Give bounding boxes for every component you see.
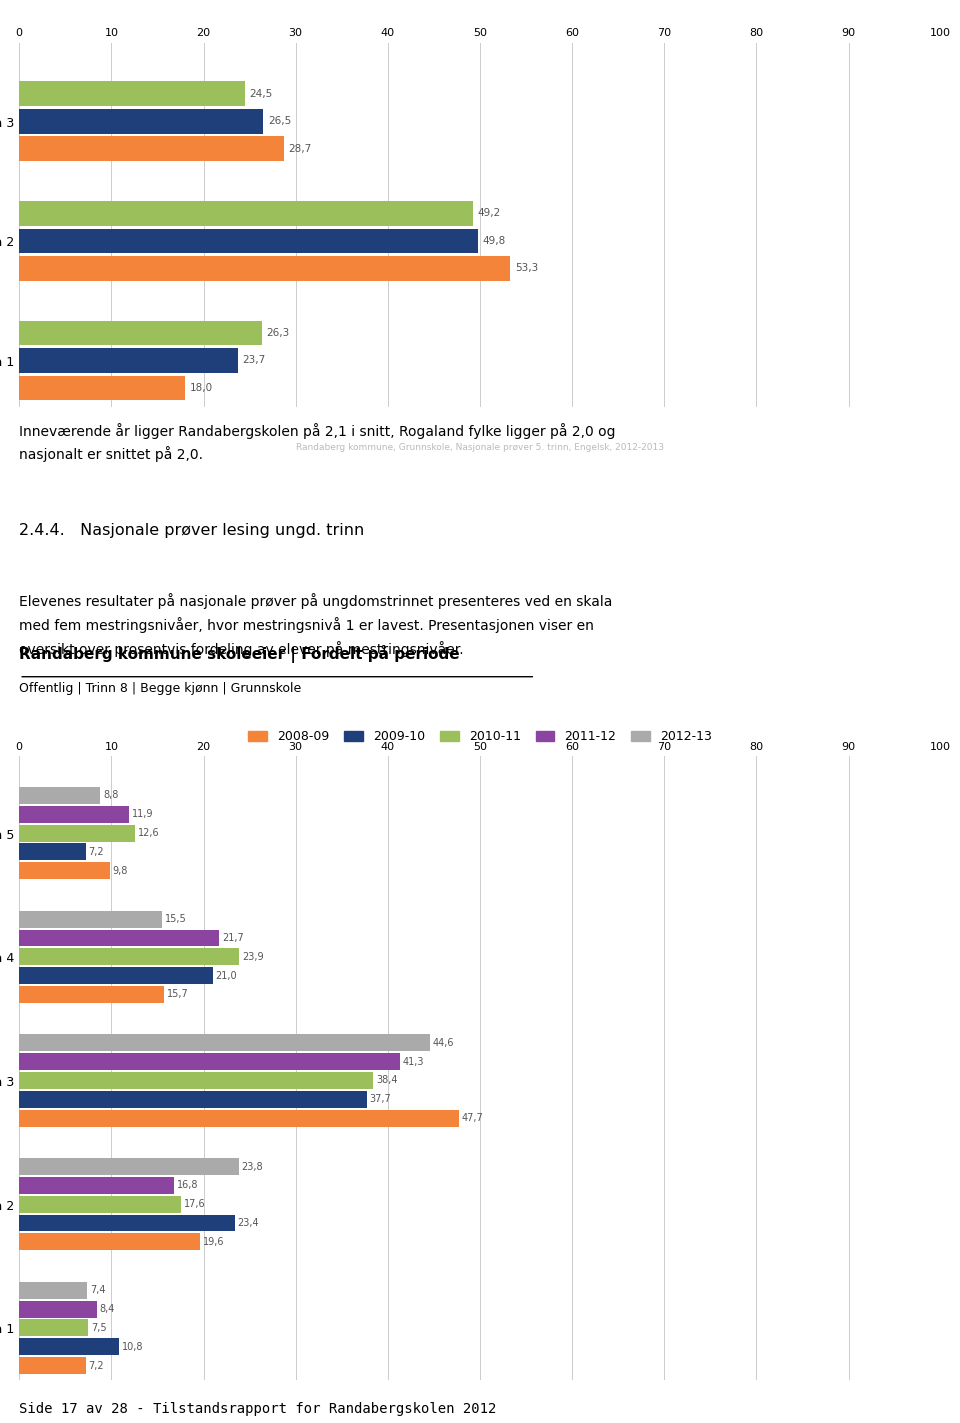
Bar — [19, 1358, 85, 1375]
Text: 21,0: 21,0 — [215, 970, 237, 980]
Bar — [19, 1177, 174, 1194]
Bar — [19, 1091, 367, 1107]
Text: 28,7: 28,7 — [288, 144, 312, 154]
Bar — [19, 986, 164, 1003]
Bar — [19, 805, 129, 822]
Text: 18,0: 18,0 — [190, 383, 213, 393]
Text: 26,5: 26,5 — [268, 117, 291, 127]
Text: Offentlig | Trinn 8 | Begge kjønn | Grunnskole: Offentlig | Trinn 8 | Begge kjønn | Grun… — [19, 683, 301, 696]
Bar — [19, 844, 85, 861]
Text: 8,4: 8,4 — [100, 1303, 115, 1313]
Text: 12,6: 12,6 — [138, 828, 159, 838]
Bar — [19, 911, 162, 928]
Bar — [19, 1110, 459, 1127]
Text: 8,8: 8,8 — [103, 790, 118, 801]
Bar — [19, 825, 135, 841]
Bar — [19, 968, 213, 985]
Text: 53,3: 53,3 — [515, 263, 539, 273]
Text: 38,4: 38,4 — [376, 1076, 397, 1086]
Text: 17,6: 17,6 — [184, 1200, 205, 1210]
Text: 21,7: 21,7 — [222, 933, 244, 943]
Text: 26,3: 26,3 — [266, 329, 289, 339]
Bar — [19, 1053, 399, 1070]
Text: 47,7: 47,7 — [462, 1113, 483, 1123]
Text: 16,8: 16,8 — [177, 1180, 199, 1191]
Text: Side 17 av 28 - Tilstandsrapport for Randabergskolen 2012: Side 17 av 28 - Tilstandsrapport for Ran… — [19, 1402, 496, 1416]
Text: 9,8: 9,8 — [112, 865, 128, 875]
Bar — [19, 1158, 238, 1175]
Text: 49,8: 49,8 — [483, 236, 506, 246]
Text: 44,6: 44,6 — [433, 1037, 454, 1047]
Text: Elevenes resultater på nasjonale prøver på ungdomstrinnet presenteres ved en ska: Elevenes resultater på nasjonale prøver … — [19, 593, 612, 656]
Bar — [19, 1072, 373, 1089]
Text: 7,2: 7,2 — [88, 1360, 104, 1370]
Bar — [19, 862, 109, 879]
Bar — [19, 110, 263, 134]
Text: 15,7: 15,7 — [167, 989, 188, 999]
Text: Randaberg kommune skoleeier | Fordelt på periode: Randaberg kommune skoleeier | Fordelt på… — [19, 645, 460, 663]
Bar — [19, 948, 239, 965]
Text: 11,9: 11,9 — [132, 810, 154, 820]
Bar — [19, 137, 284, 161]
Text: 24,5: 24,5 — [250, 88, 273, 98]
Text: 2.4.4.   Nasjonale prøver lesing ungd. trinn: 2.4.4. Nasjonale prøver lesing ungd. tri… — [19, 522, 365, 538]
Text: Inneværende år ligger Randabergskolen på 2,1 i snitt, Rogaland fylke ligger på 2: Inneværende år ligger Randabergskolen på… — [19, 423, 615, 462]
Bar — [19, 929, 219, 946]
Bar — [19, 1215, 235, 1231]
Text: 23,8: 23,8 — [241, 1161, 263, 1171]
Legend: 2008-09, 2009-10, 2010-11, 2011-12, 2012-13: 2008-09, 2009-10, 2010-11, 2011-12, 2012… — [243, 726, 717, 748]
Text: 49,2: 49,2 — [477, 208, 500, 218]
Text: 7,5: 7,5 — [91, 1323, 107, 1333]
Bar — [19, 201, 472, 226]
Text: 19,6: 19,6 — [203, 1237, 224, 1247]
Bar — [19, 1301, 97, 1318]
Bar — [19, 1319, 88, 1336]
Bar — [19, 1338, 119, 1355]
Bar — [19, 1195, 181, 1212]
Bar — [19, 1035, 430, 1052]
Text: 7,2: 7,2 — [88, 847, 104, 857]
Bar — [19, 376, 185, 400]
Bar — [19, 81, 245, 107]
Text: 7,4: 7,4 — [90, 1285, 106, 1295]
Text: 23,7: 23,7 — [242, 356, 266, 366]
Text: 15,5: 15,5 — [165, 914, 186, 924]
Text: 41,3: 41,3 — [402, 1057, 424, 1067]
Text: 10,8: 10,8 — [122, 1342, 143, 1352]
Text: Randaberg kommune, Grunnskole, Nasjonale prøver 5. trinn, Engelsk, 2012-2013: Randaberg kommune, Grunnskole, Nasjonale… — [296, 443, 664, 453]
Bar — [19, 229, 478, 253]
Bar — [19, 1234, 200, 1251]
Text: 23,4: 23,4 — [238, 1218, 259, 1228]
Bar — [19, 787, 100, 804]
Text: 37,7: 37,7 — [370, 1094, 391, 1104]
Bar — [19, 1282, 87, 1299]
Bar — [19, 256, 511, 280]
Bar — [19, 349, 238, 373]
Text: 23,9: 23,9 — [242, 952, 264, 962]
Bar — [19, 320, 261, 346]
